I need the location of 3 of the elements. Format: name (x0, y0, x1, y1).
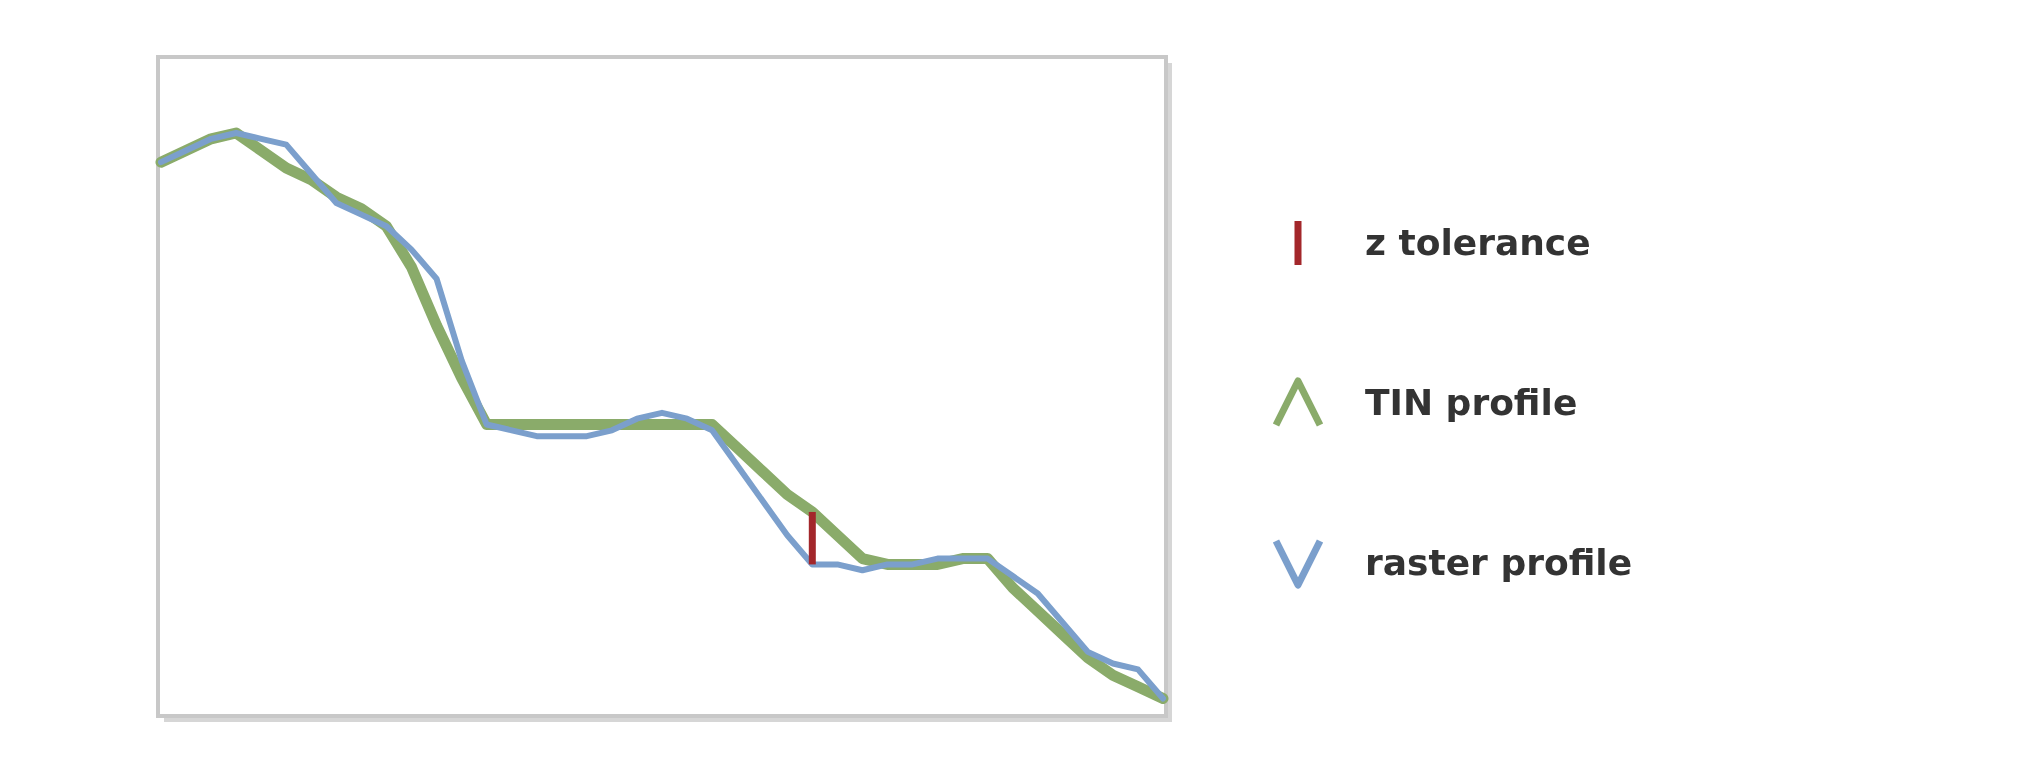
text: z tolerance (1365, 222, 1591, 263)
legend-label: TIN profile (1365, 382, 1578, 423)
legend-label: raster profile (1365, 542, 1633, 583)
